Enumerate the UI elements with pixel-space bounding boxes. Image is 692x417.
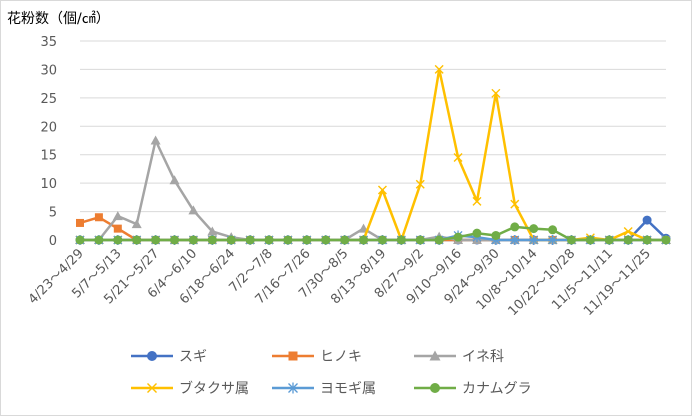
data-point — [113, 235, 123, 245]
data-point — [288, 382, 298, 394]
data-point — [226, 235, 236, 245]
y-tick-label: 10 — [40, 177, 57, 192]
legend-label: ブタクサ属 — [179, 380, 249, 397]
data-point — [529, 224, 539, 234]
data-point — [510, 235, 520, 245]
data-point — [472, 196, 482, 206]
data-point — [302, 235, 312, 245]
legend-item: カナムグラ — [414, 381, 532, 397]
legend-item: ヒノキ — [272, 349, 362, 365]
data-point — [377, 185, 387, 195]
x-tick-label: 10/22〜10/28 — [506, 246, 579, 319]
data-point — [585, 235, 595, 245]
data-point — [75, 235, 85, 245]
data-point — [434, 235, 444, 245]
x-tick-labels: 4/23〜4/295/7〜5/135/21〜5/276/4〜6/106/18〜6… — [26, 246, 654, 319]
data-point — [151, 235, 161, 245]
y-tick-label: 5 — [49, 206, 57, 221]
series-line — [80, 139, 666, 242]
data-point — [510, 199, 520, 209]
data-point — [188, 205, 199, 215]
data-point — [170, 235, 180, 245]
series-line — [80, 218, 667, 242]
data-point — [415, 235, 425, 245]
data-point — [434, 64, 444, 74]
data-point — [661, 235, 671, 245]
data-point — [94, 235, 104, 245]
data-point — [377, 235, 387, 245]
y-tick-label: 30 — [40, 63, 57, 78]
legend-label: イネ科 — [462, 349, 504, 365]
series-カナムグラ — [75, 222, 671, 245]
data-point — [415, 179, 425, 189]
legend-label: スギ — [179, 349, 207, 365]
series-line — [79, 216, 666, 242]
data-point — [169, 175, 180, 185]
data-point — [245, 235, 255, 245]
data-point — [283, 235, 293, 245]
data-point — [188, 235, 198, 245]
data-point — [113, 224, 122, 233]
legend-item: ブタクサ属 — [131, 380, 249, 397]
data-point — [491, 88, 501, 98]
data-point — [642, 235, 652, 245]
data-point — [566, 235, 576, 245]
legend-label: カナムグラ — [462, 381, 532, 397]
data-point — [548, 235, 558, 245]
data-point — [604, 235, 614, 245]
data-point — [112, 211, 123, 221]
data-point — [340, 235, 350, 245]
data-point — [623, 235, 633, 245]
data-point — [76, 218, 84, 227]
y-axis-title: 花粉数（個/㎠） — [7, 11, 110, 27]
gridlines — [80, 40, 666, 241]
data-point — [642, 215, 652, 225]
legend-label: ヨモギ属 — [320, 381, 376, 397]
data-point — [207, 235, 217, 245]
data-point — [623, 226, 633, 236]
series-イネ科 — [75, 135, 671, 244]
data-point — [147, 383, 157, 393]
data-point — [429, 350, 441, 361]
data-point — [288, 351, 298, 361]
legend-item: スギ — [131, 349, 207, 365]
data-point — [321, 235, 331, 245]
data-point — [548, 225, 558, 235]
y-tick-label: 25 — [40, 92, 57, 107]
data-point — [131, 219, 142, 229]
legend-item: ヨモギ属 — [272, 381, 376, 397]
data-point — [453, 232, 463, 242]
data-point — [510, 222, 520, 232]
y-tick-label: 35 — [40, 35, 57, 50]
data-point — [453, 153, 463, 163]
data-point — [147, 351, 157, 361]
x-tick-label: 11/19〜11/25 — [581, 246, 654, 319]
data-point — [430, 383, 440, 393]
data-point — [359, 235, 369, 245]
legend-label: ヒノキ — [320, 349, 362, 365]
y-tick-label: 20 — [40, 120, 57, 135]
data-point — [264, 235, 274, 245]
legend-item: イネ科 — [414, 349, 504, 365]
y-tick-labels: 0 5 10 15 20 25 30 35 — [40, 35, 57, 249]
data-point — [472, 228, 482, 238]
series-lines — [75, 64, 671, 245]
data-point — [529, 235, 539, 245]
data-point — [207, 226, 218, 236]
data-point — [150, 135, 161, 145]
data-point — [132, 235, 142, 245]
data-point — [94, 213, 103, 222]
y-tick-label: 15 — [40, 149, 57, 164]
data-point — [396, 235, 406, 245]
y-tick-label: 0 — [49, 234, 57, 249]
data-point — [491, 230, 501, 240]
